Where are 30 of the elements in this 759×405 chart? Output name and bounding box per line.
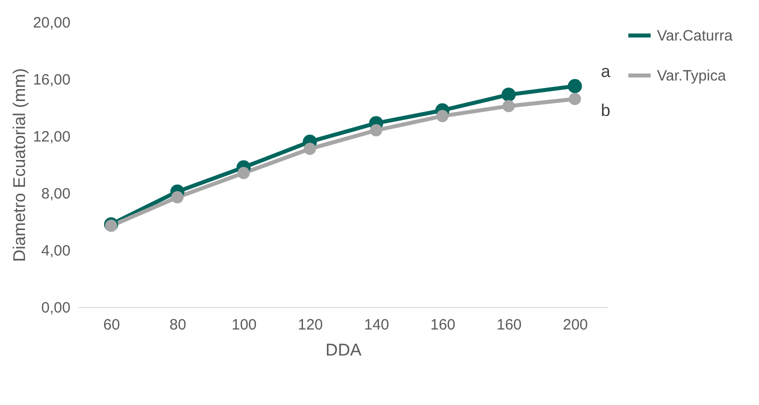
y-axis-title: Diametro Ecuatorial (mm) — [10, 68, 29, 262]
y-tick-label: 0,00 — [41, 300, 70, 316]
point — [370, 124, 382, 136]
point — [568, 92, 581, 106]
point — [238, 166, 250, 180]
x-tick-label: 200 — [562, 316, 588, 334]
point — [171, 191, 184, 204]
legend-label: Var.Caturra — [657, 28, 734, 44]
x-tick-label: 140 — [364, 316, 390, 334]
point — [568, 79, 582, 94]
x-tick-label: 160 — [430, 316, 456, 334]
y-tick-label: 8,00 — [41, 186, 70, 202]
x-tick-label: 100 — [232, 316, 257, 334]
point — [502, 100, 515, 112]
x-tick-label: 120 — [298, 316, 323, 334]
y-tick-label: 4,00 — [41, 242, 70, 260]
point — [304, 142, 316, 155]
point — [502, 88, 516, 102]
annotation: a — [600, 62, 611, 82]
x-tick-label: 80 — [170, 316, 186, 334]
point — [436, 110, 448, 122]
point — [105, 220, 118, 232]
y-tick-label: 20,00 — [32, 14, 70, 32]
x-tick-label: 60 — [103, 316, 120, 334]
x-axis-title: DDA — [326, 340, 362, 360]
y-tick-label: 12,00 — [32, 128, 70, 146]
annotation: b — [600, 100, 610, 120]
y-tick-label: 16,00 — [32, 72, 70, 88]
x-tick-label: 160 — [496, 316, 522, 334]
legend-label: Var.Typica — [657, 68, 727, 84]
